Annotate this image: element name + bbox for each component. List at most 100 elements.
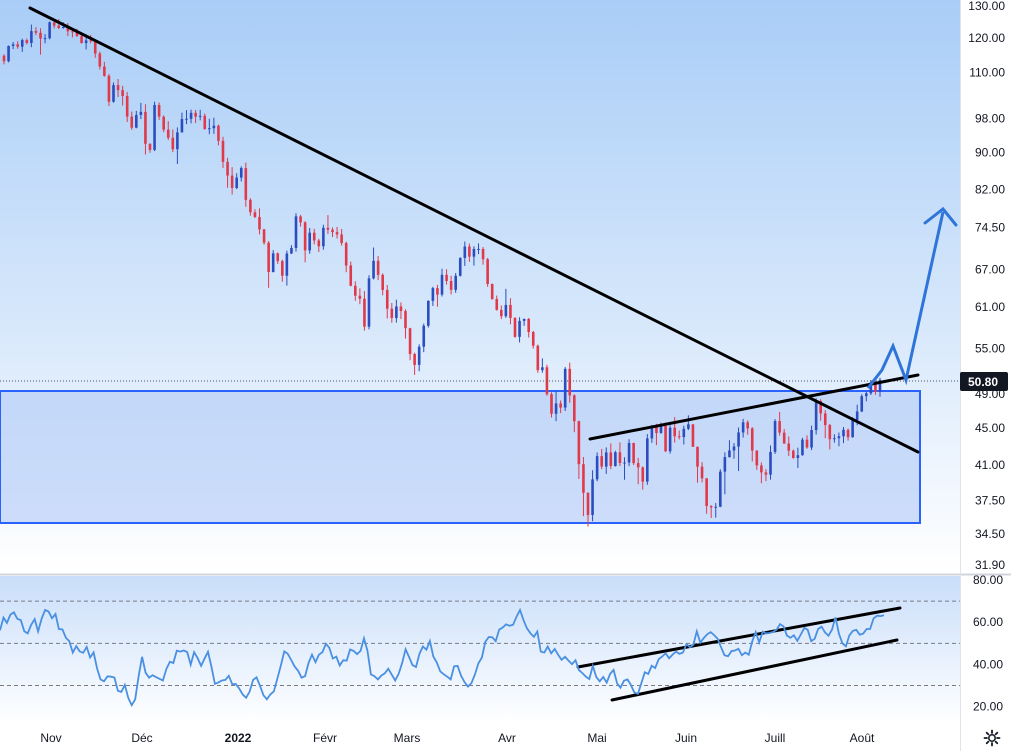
indicator-axis-ticks: 80.00 60.00 40.00 20.00 <box>973 573 1003 714</box>
candle-body <box>655 425 658 433</box>
candle-body <box>810 430 813 448</box>
time-tick-label: Août <box>850 731 875 745</box>
candle-body <box>217 125 220 141</box>
candle-body <box>71 31 74 33</box>
candle-body <box>390 308 394 319</box>
candle-body <box>463 246 467 258</box>
price-tick-label: 31.90 <box>975 558 1005 572</box>
time-tick-label: Juill <box>765 731 786 745</box>
candle-body <box>458 257 462 276</box>
candle-body <box>75 32 79 37</box>
candle-body <box>609 452 613 467</box>
candle-body <box>719 471 722 507</box>
candle-body <box>504 304 508 317</box>
candle-body <box>687 424 690 429</box>
candle-body <box>855 411 859 420</box>
candle-body <box>764 472 768 475</box>
candle-body <box>709 505 713 508</box>
candle-body <box>267 242 270 272</box>
candle-body <box>121 90 124 96</box>
candle-body <box>30 31 33 43</box>
candle-body <box>595 456 599 480</box>
candle-body <box>627 442 631 463</box>
last-price-label-box <box>960 372 1008 391</box>
indicator-line <box>0 607 885 708</box>
candle-body <box>833 438 836 440</box>
candle-body <box>376 260 380 275</box>
price-tick-label: 90.00 <box>975 145 1005 159</box>
candle-body <box>340 234 343 244</box>
projected-path-arrowhead[interactable] <box>923 206 958 227</box>
candle-body <box>614 452 617 467</box>
candle-body <box>230 175 234 188</box>
candle-body <box>550 394 553 414</box>
candle-body <box>7 45 10 62</box>
candle-body <box>363 298 366 327</box>
candle-body <box>249 199 252 213</box>
candle-body <box>239 168 243 178</box>
time-tick-label: 2022 <box>225 731 252 745</box>
candle-body <box>16 44 19 47</box>
candle-body <box>814 400 818 431</box>
candle-body <box>632 442 635 464</box>
candle-body <box>531 332 535 346</box>
price-tick-label: 67.00 <box>975 263 1005 277</box>
candle-body <box>303 222 307 251</box>
time-axis-ticks: Nov Déc 2022 Févr Mars Avr Mai Juin Juill Août <box>40 731 875 745</box>
descending-trendline[interactable] <box>28 6 920 454</box>
time-tick-label: Nov <box>40 731 61 745</box>
candle-body <box>518 320 521 337</box>
candle-body <box>244 168 248 200</box>
candle-body <box>358 295 362 299</box>
indicator-tick-label: 80.00 <box>973 573 1003 587</box>
candle-body <box>413 354 416 365</box>
drawings[interactable] <box>28 6 920 702</box>
time-tick-label: Déc <box>131 731 152 745</box>
candle-body <box>796 455 800 459</box>
candle-body <box>427 300 430 326</box>
candle-body <box>208 128 211 130</box>
candle-body <box>317 240 321 247</box>
candle-body <box>335 232 339 235</box>
time-tick-label: Juin <box>675 731 697 745</box>
candle-body <box>646 438 649 482</box>
candle-body <box>176 132 179 150</box>
candle-body <box>48 22 51 39</box>
candle-body <box>636 463 640 468</box>
candle-body <box>89 40 92 42</box>
candle-body <box>586 492 590 516</box>
settings-gear-icon[interactable] <box>983 729 1001 747</box>
rising-support-line[interactable] <box>588 373 920 441</box>
candle-body <box>851 419 854 438</box>
indicator-channel-upper-line[interactable] <box>576 606 902 669</box>
candle-body <box>98 53 102 67</box>
candle-body <box>673 427 676 437</box>
candle-body <box>837 436 841 439</box>
candle-body <box>276 253 280 262</box>
candle-body <box>422 325 426 347</box>
candle-body <box>431 288 435 301</box>
candle-body <box>198 115 202 117</box>
candle-body <box>34 31 38 33</box>
support-zone-box[interactable] <box>0 390 921 524</box>
price-tick-label: 130.00 <box>968 0 1005 13</box>
indicator-channel-lower-line[interactable] <box>610 638 899 702</box>
candle-body <box>696 446 699 467</box>
candle-body <box>623 462 626 464</box>
candle-body <box>417 346 421 365</box>
candle-body <box>103 66 106 76</box>
candle-body <box>139 111 143 115</box>
price-tick-label: 120.00 <box>968 31 1005 45</box>
candle-body <box>650 425 654 439</box>
candle-body <box>732 446 736 451</box>
price-tick-label: 37.50 <box>975 494 1005 508</box>
projected-path-arrow[interactable] <box>866 211 945 389</box>
price-tick-label: 34.50 <box>975 527 1005 541</box>
time-tick-label: Avr <box>498 731 516 745</box>
candle-body <box>312 232 316 241</box>
candle-body <box>700 466 704 479</box>
candle-body <box>271 253 275 272</box>
candle-body <box>194 112 197 117</box>
price-tick-label: 82.00 <box>975 182 1005 196</box>
